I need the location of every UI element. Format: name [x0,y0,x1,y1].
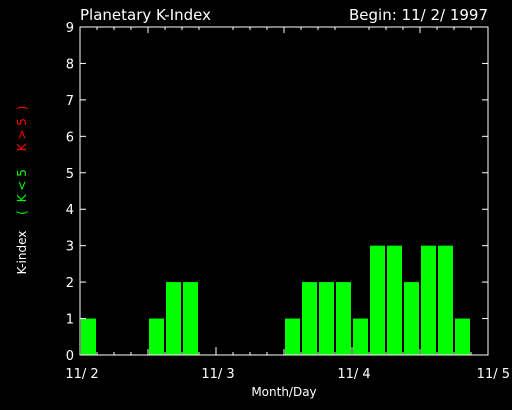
k-index-bar [319,282,334,355]
k-index-bar [421,245,436,355]
k-index-bar [455,318,470,355]
y-tick-label: 3 [66,240,74,255]
k-index-bar [285,318,300,355]
bars-group [81,245,470,355]
plot-frame [79,26,489,356]
x-axis: 11/ 2 11/ 3 11/ 4 11/ 5 [65,27,510,382]
x-tick-label: 11/ 5 [477,367,510,382]
k-index-bar [166,282,181,355]
y-axis-label-prefix: K-index [15,231,29,275]
x-tick-label: 11/ 2 [65,367,98,382]
k-index-bar [81,318,96,355]
k-index-bar [183,282,198,355]
y-axis-label-low: K < 5 [15,169,29,202]
k-index-bar [302,282,317,355]
y-tick-label: 9 [66,21,74,36]
y-axis-label-high: K > 5 [15,118,29,151]
begin-date: Begin: 11/ 2/ 1997 [349,6,488,24]
k-index-bar [353,318,368,355]
x-tick-label: 11/ 4 [337,367,370,382]
y-tick-label: 1 [66,313,74,328]
k-index-bar [149,318,164,355]
x-tick-label: 11/ 3 [201,367,234,382]
y-tick-label: 4 [66,203,74,218]
y-tick-label: 0 [66,349,74,364]
y-axis-label-open: ( [15,210,29,215]
y-axis-label: K-index ( K < 5 K > 5 ) [15,106,29,275]
k-index-bar [438,245,453,355]
y-tick-label: 2 [66,276,74,291]
y-tick-label: 7 [66,94,74,109]
chart-title: Planetary K-Index [80,6,211,24]
y-axis-label-close: ) [15,106,29,111]
k-index-bar [336,282,351,355]
k-index-bar [387,245,402,355]
y-tick-label: 5 [66,167,74,182]
k-index-bar [404,282,419,355]
y-tick-label: 8 [66,57,74,72]
x-axis-label: Month/Day [251,385,316,399]
y-tick-label: 6 [66,130,74,145]
svg-text:K-index ( K < 5: K-index ( K < 5 K > 5 ) [15,106,29,275]
k-index-bar [370,245,385,355]
